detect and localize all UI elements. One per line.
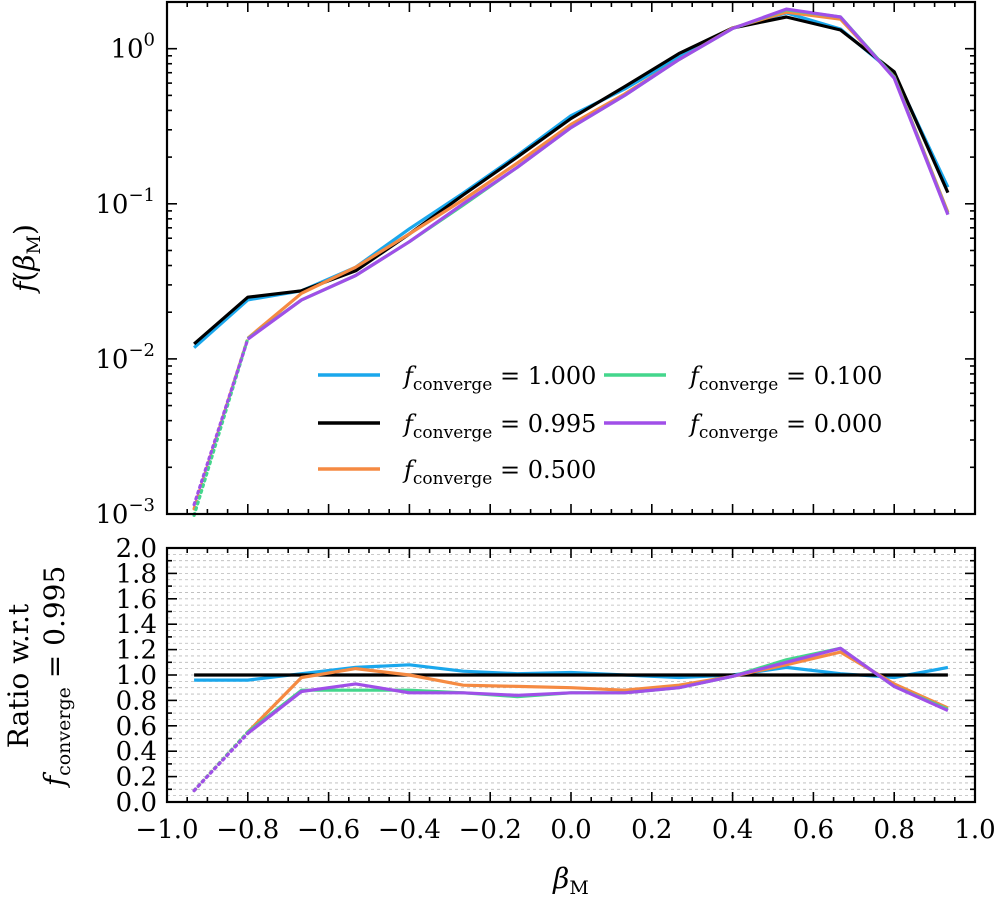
top-series-0.995 (193, 15, 950, 346)
legend: fconverge = 1.000 fconverge = 0.995 fconve… (318, 362, 882, 489)
top-ticks: 10−3 10−2 10−1 100 (95, 1, 975, 530)
bottom-ytick-label: 2.0 (116, 534, 157, 564)
bottom-series-0.000-dotted (192, 731, 250, 793)
bottom-xtick-label: 0.2 (631, 815, 672, 845)
bottom-y-axis-label-line1: Ratio w.r.t (2, 603, 35, 748)
legend-label: fconverge = 0.100 (688, 362, 882, 395)
top-series-0.100 (246, 8, 950, 340)
bottom-ytick-label: 1.4 (116, 610, 157, 640)
bottom-ytick-label: 0.0 (116, 788, 157, 818)
legend-label: fconverge = 1.000 (402, 362, 596, 395)
x-axis-label: βM (552, 862, 589, 899)
top-series-0.500 (246, 10, 950, 340)
bottom-xtick-label: −0.6 (297, 815, 360, 845)
top-series-0.100-dotted (192, 337, 250, 517)
bottom-series-lines (192, 646, 949, 793)
bottom-panel: 0.00.20.40.60.81.01.21.41.61.82.0−1.0 −0.… (2, 534, 996, 899)
legend-label: fconverge = 0.995 (402, 410, 596, 443)
top-ytick-label: 10−3 (95, 495, 155, 530)
bottom-xtick-label: −0.4 (378, 815, 441, 845)
bottom-ytick-label: 1.6 (116, 585, 157, 615)
top-series-0.000 (246, 7, 950, 341)
bottom-series-0.000 (246, 646, 949, 735)
bottom-ytick-label: 1.2 (116, 636, 157, 666)
legend-label: fconverge = 0.000 (688, 410, 882, 443)
bottom-y-axis-label-line2: fconverge = 0.995 (38, 566, 75, 789)
bottom-plot-frame (165, 546, 977, 804)
bottom-xtick-label: 1.0 (954, 815, 995, 845)
bottom-ytick-label: 0.2 (116, 763, 157, 793)
bottom-xtick-label: −0.2 (459, 815, 522, 845)
top-series-0.000-dotted (192, 337, 250, 507)
bottom-xtick-label: 0.4 (712, 815, 753, 845)
legend-label: fconverge = 0.500 (402, 456, 596, 489)
bottom-ytick-label: 1.0 (116, 661, 157, 691)
bottom-series-0.500 (246, 650, 949, 734)
top-plot-frame (165, 0, 977, 516)
bottom-xtick-label: 0.6 (793, 815, 834, 845)
bottom-ytick-label: 0.6 (116, 712, 157, 742)
bottom-ytick-label: 1.8 (116, 559, 157, 589)
top-series-lines (192, 7, 950, 517)
bottom-xtick-label: −1.0 (135, 815, 198, 845)
top-ytick-label: 100 (110, 30, 155, 65)
bottom-ytick-label: 0.4 (116, 737, 157, 767)
top-ytick-label: 10−2 (95, 340, 155, 375)
bottom-xtick-label: 0.0 (550, 815, 591, 845)
bottom-ytick-label: 0.8 (116, 686, 157, 716)
top-y-axis-label: f(βM) (8, 224, 45, 294)
bottom-xtick-label: −0.8 (216, 815, 279, 845)
bottom-grid (167, 553, 975, 797)
bottom-ticks: 0.00.20.40.60.81.01.21.41.61.82.0−1.0 −0.… (116, 534, 996, 845)
top-ytick-label: 10−1 (95, 185, 155, 220)
bottom-series-1.000 (194, 663, 949, 682)
bottom-xtick-label: 0.8 (874, 815, 915, 845)
